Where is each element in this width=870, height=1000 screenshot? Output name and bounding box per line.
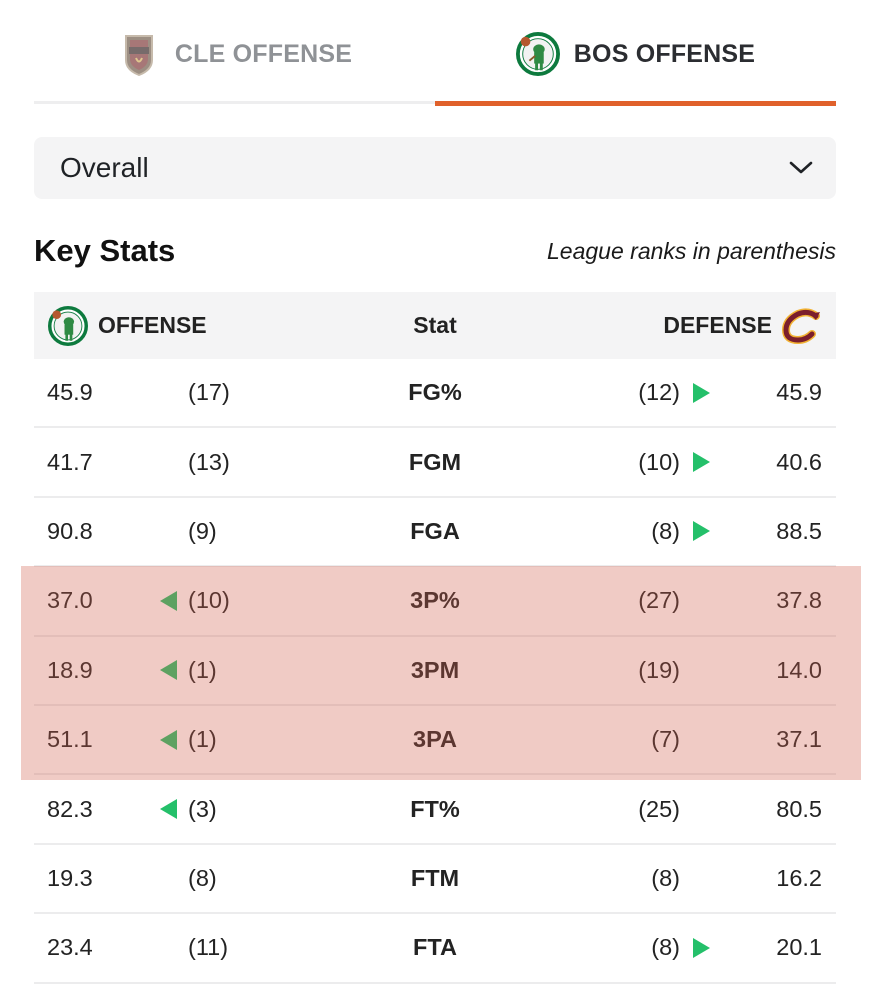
defense-advantage-arrow-icon (690, 567, 712, 634)
defense-advantage-arrow-icon (690, 428, 712, 495)
table-row: 90.8 (9) FGA (8) 88.5 (34, 498, 836, 568)
stat-name: 3PA (413, 726, 457, 753)
offense-value: 45.9 (47, 379, 93, 406)
defense-advantage-arrow-icon (690, 637, 712, 704)
offense-rank: (8) (188, 864, 217, 891)
section-title: Key Stats (34, 233, 176, 268)
cavaliers-c-logo-icon (780, 307, 824, 344)
stat-name: FTM (410, 864, 460, 891)
table-body: 45.9 (17) FG% (12) 45.9 41.7 (13) FGM (10) 40.6 90… (34, 359, 836, 984)
cavaliers-shield-logo-icon (117, 30, 161, 78)
defense-rank: (10) (638, 448, 680, 475)
stat-name: 3P% (410, 587, 460, 614)
defense-advantage-arrow-icon (690, 845, 712, 912)
offense-rank: (10) (188, 587, 230, 614)
offense-advantage-arrow-icon (157, 775, 179, 842)
celtics-logo-icon (48, 305, 88, 346)
offense-value: 51.1 (47, 726, 93, 753)
table-header: OFFENSE Stat DEFENSE (34, 292, 836, 359)
tab-label: CLE OFFENSE (174, 39, 353, 68)
stat-header-label: Stat (413, 312, 457, 338)
offense-advantage-arrow-icon (157, 845, 179, 912)
stat-name: FT% (410, 795, 460, 822)
dropdown-selected-value: Overall (60, 152, 149, 183)
defense-rank: (19) (638, 656, 680, 683)
offense-value: 19.3 (47, 864, 93, 891)
offense-advantage-arrow-icon (157, 567, 179, 634)
section-note: League ranks in parenthesis (547, 237, 836, 264)
defense-value: 16.2 (776, 864, 822, 891)
offense-value: 90.8 (47, 517, 93, 544)
offense-header: OFFENSE (48, 292, 207, 359)
key-stats-header: Key Stats League ranks in parenthesis (34, 226, 836, 276)
defense-advantage-arrow-icon (690, 775, 712, 842)
defense-value: 37.8 (776, 587, 822, 614)
defense-rank: (12) (638, 379, 680, 406)
defense-value: 20.1 (776, 934, 822, 961)
stat-name: FGM (408, 448, 462, 475)
defense-value: 80.5 (776, 795, 822, 822)
table-row: 45.9 (17) FG% (12) 45.9 (34, 359, 836, 429)
table-row: 51.1 (1) 3PA (7) 37.1 (34, 706, 836, 776)
offense-advantage-arrow-icon (157, 637, 179, 704)
table-row: 23.4 (11) FTA (8) 20.1 (34, 914, 836, 984)
offense-rank: (17) (188, 379, 230, 406)
defense-rank: (25) (638, 795, 680, 822)
defense-value: 14.0 (776, 656, 822, 683)
tab-cle-offense[interactable]: CLE OFFENSE (34, 0, 435, 108)
offense-rank: (13) (188, 448, 230, 475)
defense-advantage-arrow-icon (690, 914, 712, 981)
celtics-logo-icon (515, 30, 560, 78)
tab-label: BOS OFFENSE (573, 39, 756, 68)
defense-value: 88.5 (776, 517, 822, 544)
stat-name: FTA (413, 934, 457, 961)
offense-value: 18.9 (47, 656, 93, 683)
defense-header-label: DEFENSE (663, 312, 772, 338)
key-stats-table: OFFENSE Stat DEFENSE 45.9 (17) FG% (12) 45.9… (34, 292, 836, 984)
offense-advantage-arrow-icon (157, 498, 179, 565)
offense-advantage-arrow-icon (157, 428, 179, 495)
offense-value: 37.0 (47, 587, 93, 614)
defense-rank: (8) (651, 517, 680, 544)
offense-tabs: CLE OFFENSE BOS OFFENSE (34, 0, 836, 108)
offense-advantage-arrow-icon (157, 914, 179, 981)
offense-rank: (11) (188, 934, 229, 961)
table-row: 82.3 (3) FT% (25) 80.5 (34, 775, 836, 845)
offense-value: 23.4 (47, 934, 93, 961)
split-dropdown[interactable]: Overall (34, 137, 836, 199)
offense-rank: (3) (188, 795, 217, 822)
table-row: 41.7 (13) FGM (10) 40.6 (34, 428, 836, 498)
defense-advantage-arrow-icon (690, 359, 712, 426)
defense-header: DEFENSE (663, 292, 824, 359)
defense-advantage-arrow-icon (690, 706, 712, 773)
tab-bos-offense[interactable]: BOS OFFENSE (435, 0, 836, 108)
defense-rank: (7) (651, 726, 680, 753)
offense-advantage-arrow-icon (157, 359, 179, 426)
offense-rank: (9) (188, 517, 217, 544)
table-row: 37.0 (10) 3P% (27) 37.8 (34, 567, 836, 637)
defense-advantage-arrow-icon (690, 498, 712, 565)
offense-rank: (1) (188, 656, 217, 683)
stat-name: FG% (408, 379, 462, 406)
defense-value: 37.1 (776, 726, 822, 753)
chevron-down-icon (788, 155, 814, 181)
table-row: 18.9 (1) 3PM (19) 14.0 (34, 637, 836, 706)
defense-rank: (8) (651, 864, 680, 891)
offense-header-label: OFFENSE (98, 312, 207, 338)
defense-value: 40.6 (776, 448, 822, 475)
stat-name: 3PM (410, 656, 460, 683)
offense-advantage-arrow-icon (157, 706, 179, 773)
offense-value: 82.3 (47, 795, 93, 822)
offense-rank: (1) (188, 726, 217, 753)
defense-rank: (8) (651, 934, 680, 961)
table-row: 19.3 (8) FTM (8) 16.2 (34, 845, 836, 915)
defense-rank: (27) (638, 587, 680, 614)
stat-name: FGA (410, 517, 460, 544)
offense-value: 41.7 (47, 448, 93, 475)
defense-value: 45.9 (776, 379, 822, 406)
